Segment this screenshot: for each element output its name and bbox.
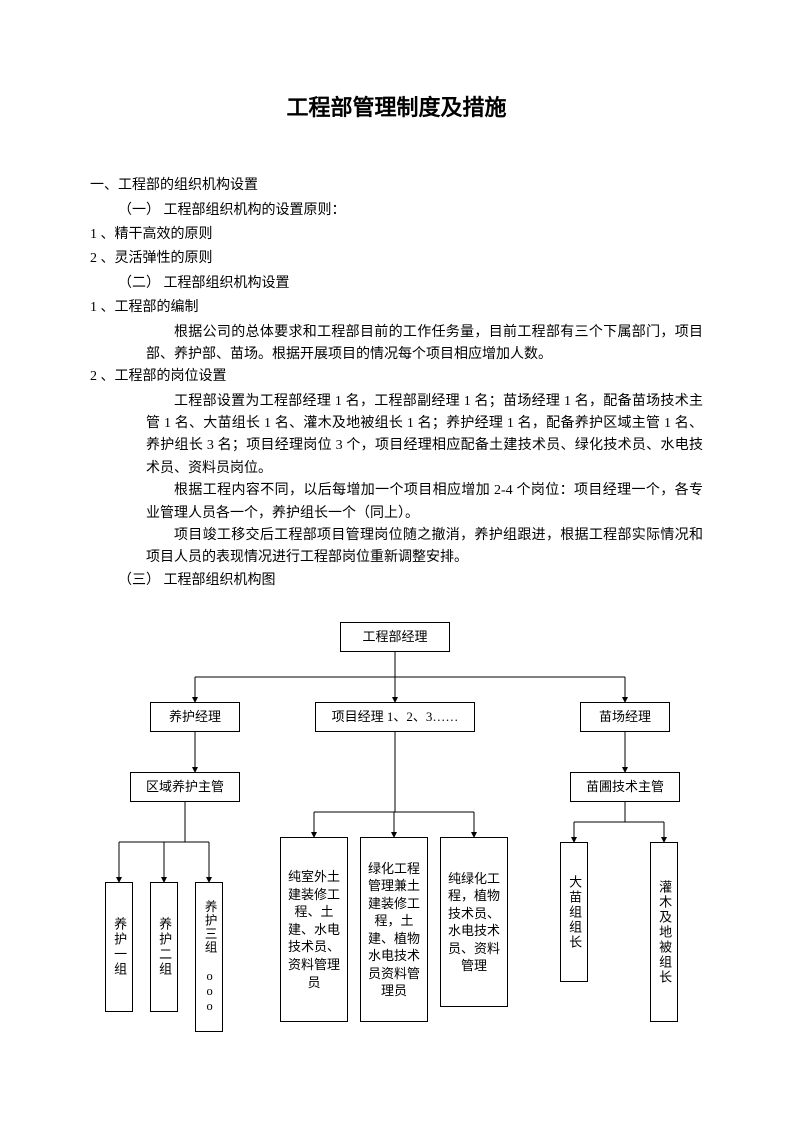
node-pm2: 绿化工程管理兼土建装修工程，土建、植物水电技术员资料管理员 — [360, 837, 428, 1022]
node-gm: 灌木及地被组长 — [650, 842, 678, 1022]
subheading-3: （三） 工程部组织机构图 — [90, 570, 703, 592]
page-title: 工程部管理制度及措施 — [90, 90, 703, 125]
point-4c: 项目竣工移交后工程部项目管理岗位随之撤消，养护组跟进，根据工程部实际情况和项目人… — [90, 525, 703, 570]
point-4: 2 、工程部的岗位设置 — [90, 366, 703, 388]
point-3: 1 、工程部的编制 — [90, 297, 703, 319]
node-pm3: 纯绿化工程，植物技术员、水电技术员、资料管理 — [440, 837, 508, 1007]
node-yhzg: 区域养护主管 — [130, 772, 240, 802]
node-yh3: 养护三组 ooo — [195, 882, 223, 1032]
node-mpzg: 苗圃技术主管 — [570, 772, 680, 802]
subheading-1: （一） 工程部组织机构的设置原则： — [90, 200, 703, 222]
node-mc: 苗场经理 — [580, 702, 670, 732]
point-1: 1 、精干高效的原则 — [90, 224, 703, 246]
subheading-2: （二） 工程部组织机构设置 — [90, 273, 703, 295]
heading-1: 一、工程部的组织机构设置 — [90, 175, 703, 197]
point-3-body: 根据公司的总体要求和工程部目前的工作任务量，目前工程部有三个下属部门，项目部、养… — [90, 322, 703, 367]
point-2: 2 、灵活弹性的原则 — [90, 248, 703, 270]
node-pm1: 纯室外土建装修工程、土建、水电技术员、资料管理员 — [280, 837, 348, 1022]
org-chart: 工程部经理 养护经理 项目经理 1、2、3…… 苗场经理 区域养护主管 苗圃技术… — [90, 622, 703, 1102]
point-4b: 根据工程内容不同，以后每增加一个项目相应增加 2-4 个岗位：项目经理一个，各专… — [90, 480, 703, 525]
node-yh2: 养护二组 — [150, 882, 178, 1012]
node-root: 工程部经理 — [340, 622, 450, 652]
node-yh: 养护经理 — [150, 702, 240, 732]
node-dm: 大苗组组长 — [560, 842, 588, 982]
node-yh1: 养护一组 — [105, 882, 133, 1012]
point-4a: 工程部设置为工程部经理 1 名，工程部副经理 1 名；苗场经理 1 名，配备苗场… — [90, 391, 703, 481]
node-pm: 项目经理 1、2、3…… — [315, 702, 475, 732]
